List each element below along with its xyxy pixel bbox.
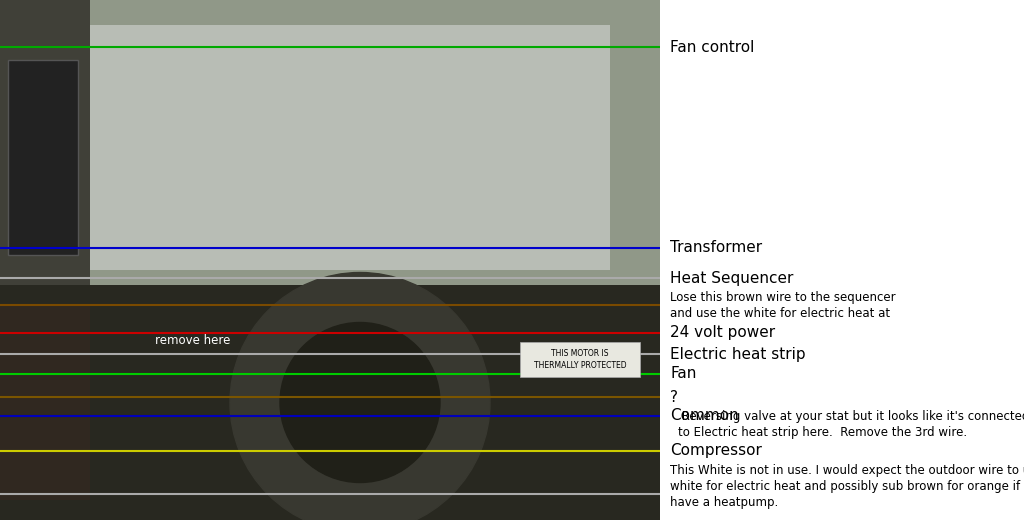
Text: Common: Common — [670, 409, 738, 423]
Text: Fan: Fan — [670, 367, 696, 382]
FancyBboxPatch shape — [660, 0, 1024, 520]
Text: Transformer: Transformer — [670, 240, 762, 255]
Circle shape — [230, 272, 490, 520]
Text: Heat Sequencer: Heat Sequencer — [670, 270, 794, 285]
FancyBboxPatch shape — [0, 305, 90, 500]
FancyBboxPatch shape — [0, 0, 90, 285]
Text: Compressor: Compressor — [670, 444, 762, 459]
Text: Lose this brown wire to the sequencer
and use the white for electric heat at: Lose this brown wire to the sequencer an… — [670, 291, 896, 320]
FancyBboxPatch shape — [70, 25, 610, 270]
FancyBboxPatch shape — [520, 342, 640, 377]
Text: This White is not in use. I would expect the outdoor wire to use
white for elect: This White is not in use. I would expect… — [670, 464, 1024, 509]
Text: Fan control: Fan control — [670, 40, 755, 55]
Text: 24 volt power: 24 volt power — [670, 326, 775, 341]
FancyBboxPatch shape — [0, 285, 660, 520]
FancyBboxPatch shape — [8, 60, 78, 255]
FancyBboxPatch shape — [0, 0, 660, 285]
Text: remove here: remove here — [155, 333, 230, 346]
Text: ?: ? — [670, 389, 678, 405]
Circle shape — [280, 322, 440, 483]
Text: Reversing valve at your stat but it looks like it's connected
to Electric heat s: Reversing valve at your stat but it look… — [678, 410, 1024, 439]
Text: Electric heat strip: Electric heat strip — [670, 346, 806, 361]
Text: THIS MOTOR IS
THERMALLY PROTECTED: THIS MOTOR IS THERMALLY PROTECTED — [534, 349, 627, 370]
